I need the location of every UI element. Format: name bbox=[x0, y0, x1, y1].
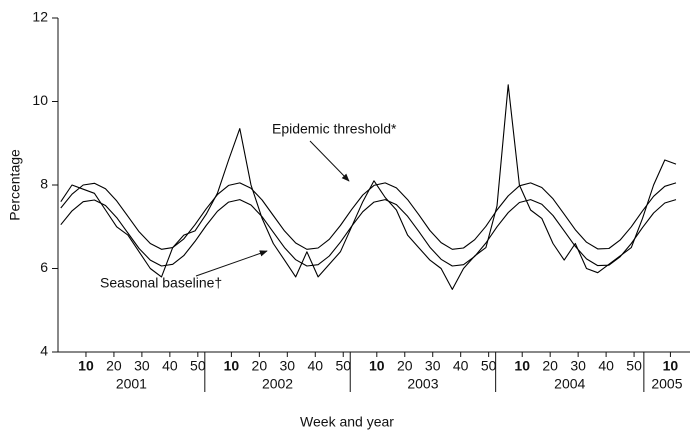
annotation-arrow bbox=[195, 250, 268, 277]
x-tick-label: 50 bbox=[190, 358, 206, 374]
x-tick-label: 40 bbox=[453, 358, 469, 374]
year-label: 2003 bbox=[407, 376, 438, 392]
x-tick-label: 20 bbox=[252, 358, 268, 374]
x-tick-label: 10 bbox=[78, 358, 94, 374]
annotation: Seasonal baseline† bbox=[100, 275, 222, 291]
series-line bbox=[60, 182, 677, 250]
x-tick-label: 30 bbox=[425, 358, 441, 374]
y-axis-label: Percentage bbox=[7, 149, 23, 221]
y-tick-label: 6 bbox=[40, 259, 48, 275]
year-label: 2002 bbox=[262, 376, 293, 392]
x-tick-label: 10 bbox=[663, 358, 679, 374]
x-tick-label: 10 bbox=[514, 358, 530, 374]
x-tick-label: 10 bbox=[369, 358, 385, 374]
x-tick-label: 50 bbox=[481, 358, 497, 374]
series-line bbox=[60, 199, 677, 267]
series-line bbox=[60, 84, 677, 290]
x-tick-label: 20 bbox=[542, 358, 558, 374]
x-tick-label: 40 bbox=[598, 358, 614, 374]
x-tick-label: 40 bbox=[307, 358, 323, 374]
y-tick-label: 12 bbox=[32, 9, 48, 25]
year-label: 2001 bbox=[116, 376, 147, 392]
annotation: Epidemic threshold* bbox=[272, 121, 397, 137]
annotation-arrow bbox=[309, 140, 350, 182]
x-axis-label: Week and year bbox=[300, 414, 394, 430]
x-tick-label: 20 bbox=[397, 358, 413, 374]
y-tick-label: 8 bbox=[40, 176, 48, 192]
x-tick-label: 10 bbox=[224, 358, 240, 374]
x-tick-label: 30 bbox=[134, 358, 150, 374]
x-tick-label: 20 bbox=[106, 358, 122, 374]
year-label: 2004 bbox=[554, 376, 585, 392]
year-label: 2005 bbox=[651, 376, 682, 392]
x-tick-label: 30 bbox=[280, 358, 296, 374]
y-tick-label: 4 bbox=[40, 343, 48, 359]
x-tick-label: 50 bbox=[626, 358, 642, 374]
x-tick-label: 50 bbox=[335, 358, 351, 374]
x-tick-label: 40 bbox=[162, 358, 178, 374]
y-tick-label: 10 bbox=[32, 92, 48, 108]
x-tick-label: 30 bbox=[570, 358, 586, 374]
